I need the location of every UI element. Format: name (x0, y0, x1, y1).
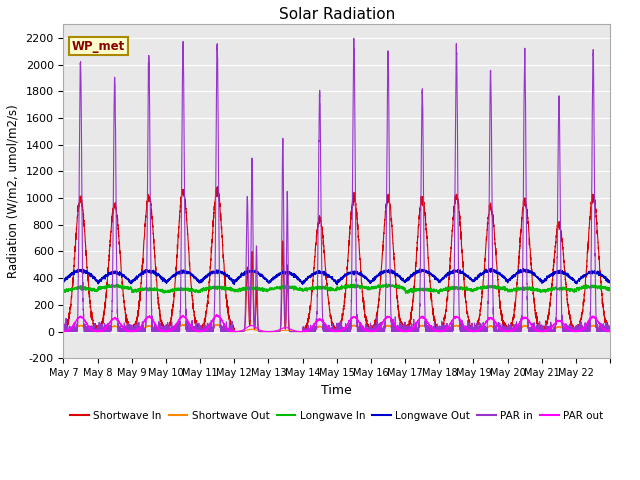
Shortwave Out (528, 327, 536, 333)
Shortwave Out (387, 324, 394, 330)
Longwave Out (487, 268, 495, 274)
Shortwave Out (60, 329, 68, 335)
PAR out (60, 329, 67, 335)
Shortwave Out (606, 329, 614, 335)
Longwave In (387, 282, 394, 288)
Longwave In (357, 285, 365, 290)
Longwave In (173, 288, 180, 293)
X-axis label: Time: Time (321, 384, 352, 396)
PAR out (387, 315, 394, 321)
Longwave Out (514, 269, 522, 275)
Shortwave In (528, 266, 536, 272)
Longwave In (606, 287, 614, 293)
Legend: Shortwave In, Shortwave Out, Longwave In, Longwave Out, PAR in, PAR out: Shortwave In, Shortwave Out, Longwave In… (66, 407, 608, 425)
Longwave Out (333, 282, 341, 288)
Shortwave In (387, 205, 394, 211)
PAR in (60, 329, 67, 335)
PAR out (357, 322, 365, 328)
Shortwave In (214, 184, 221, 190)
PAR in (350, 36, 358, 41)
Shortwave Out (60, 328, 67, 334)
Shortwave Out (173, 326, 180, 332)
Shortwave In (173, 252, 180, 258)
Longwave In (528, 287, 536, 292)
Y-axis label: Radiation (W/m2, umol/m2/s): Radiation (W/m2, umol/m2/s) (7, 105, 20, 278)
Longwave In (487, 284, 495, 290)
Line: Longwave In: Longwave In (63, 283, 610, 294)
Longwave Out (488, 265, 496, 271)
Shortwave In (357, 270, 365, 276)
Longwave Out (606, 280, 614, 286)
Longwave In (435, 291, 443, 297)
PAR in (528, 328, 536, 334)
Shortwave Out (514, 327, 522, 333)
Shortwave Out (179, 322, 187, 327)
Longwave In (60, 288, 67, 293)
Longwave Out (60, 278, 67, 284)
PAR out (173, 321, 180, 327)
PAR out (514, 323, 522, 328)
Line: Shortwave In: Shortwave In (63, 187, 610, 332)
Line: PAR out: PAR out (63, 314, 610, 332)
PAR in (173, 329, 180, 335)
Longwave Out (173, 269, 180, 275)
PAR in (357, 327, 365, 333)
Longwave Out (387, 267, 394, 273)
Longwave In (514, 286, 522, 292)
Line: Shortwave Out: Shortwave Out (63, 324, 610, 332)
Text: WP_met: WP_met (72, 39, 125, 52)
Shortwave In (60, 329, 67, 335)
Longwave In (382, 280, 390, 286)
Line: PAR in: PAR in (63, 38, 610, 332)
PAR in (514, 329, 522, 335)
Title: Solar Radiation: Solar Radiation (278, 7, 395, 22)
Longwave Out (357, 273, 365, 278)
Line: Longwave Out: Longwave Out (63, 268, 610, 285)
Shortwave In (606, 325, 614, 331)
PAR out (212, 312, 220, 317)
PAR in (487, 76, 495, 82)
Shortwave Out (357, 327, 365, 333)
PAR out (528, 323, 536, 328)
PAR in (387, 288, 394, 294)
Longwave Out (528, 270, 536, 276)
Shortwave In (487, 204, 495, 209)
PAR in (606, 327, 614, 333)
PAR out (606, 329, 614, 335)
Shortwave In (514, 275, 522, 281)
Shortwave Out (487, 323, 495, 329)
PAR out (487, 316, 495, 322)
